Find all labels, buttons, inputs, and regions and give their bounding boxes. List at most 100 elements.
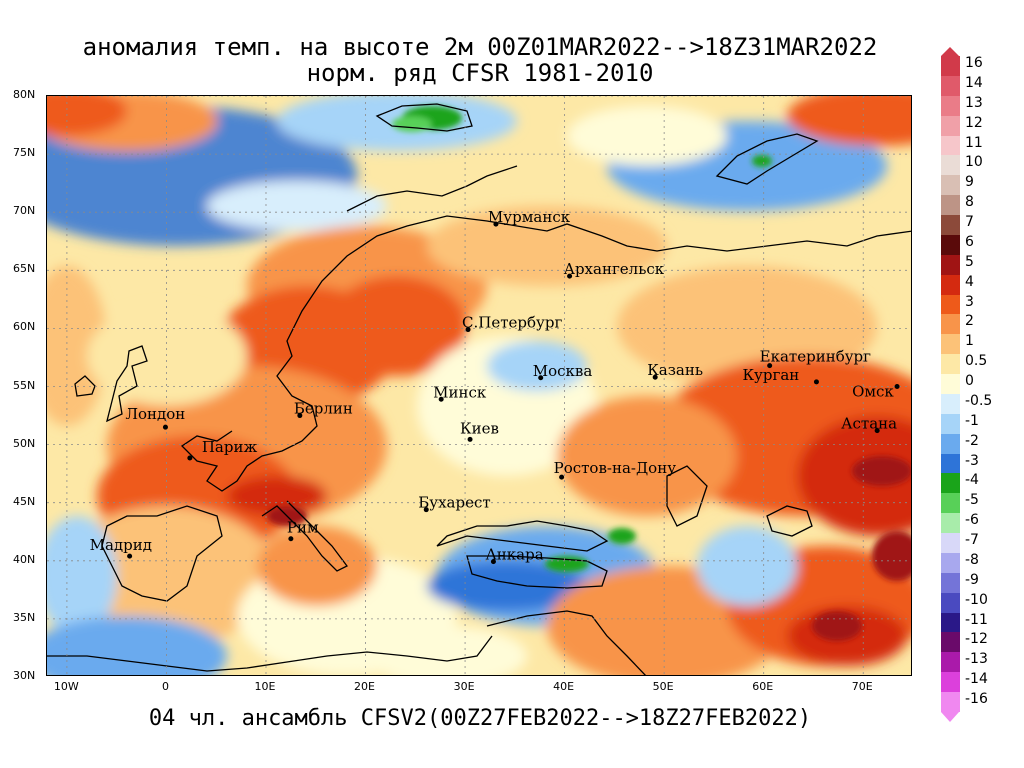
latitude-tick-label: 65N [13,262,36,276]
legend-swatch [941,652,960,673]
city-label: Анкара [485,546,543,564]
city-marker: Курган [742,366,819,385]
legend-swatch [941,592,960,614]
city-label: Астана [841,415,897,433]
city-dot [559,474,565,480]
city-marker: Ростов-на-Дону [554,459,676,480]
legend-label: 5 [965,253,974,270]
city-label: Киев [460,419,499,437]
legend-swatch [941,56,960,77]
legend-swatch [941,294,960,315]
legend-swatch [941,175,960,196]
legend-label: -1 [965,412,979,429]
longitude-tick-label: 20E [354,680,375,693]
latitude-tick-label: 75N [13,146,36,160]
longitude-tick-label: 70E [851,680,873,693]
city-marker: Казань [647,361,703,380]
legend-swatch [941,115,960,136]
legend-swatch [941,453,960,474]
legend-label: 10 [965,154,983,171]
city-label: Омск [852,383,894,401]
legend-label: -4 [965,472,979,489]
legend-label: -14 [965,671,988,688]
map-title: аномалия темп. на высоте 2м 00Z01MAR2022… [82,33,878,61]
legend-label: -0.5 [965,392,993,409]
legend-label: -10 [965,591,988,608]
anomaly-field [47,96,911,675]
latitude-tick-label: 70N [13,204,36,218]
legend-swatch [941,334,960,355]
legend-label: -7 [965,532,979,549]
city-marker: Архангельск [564,260,665,279]
city-label: Архангельск [564,260,665,278]
city-marker: Бухарест [418,494,491,513]
latitude-tick-label: 55N [13,378,36,392]
city-marker: Берлин [294,400,353,419]
legend-swatch [941,374,960,395]
city-marker: Анкара [485,546,544,565]
city-dot [297,413,303,419]
city-dot [567,273,573,279]
legend-swatch [941,513,960,534]
longitude-tick-label: 50E [652,680,674,693]
city-dot [538,375,544,381]
legend-swatch [941,433,960,455]
city-marker: Минск [433,383,487,402]
city-marker: Рим [287,519,319,542]
legend-label: -2 [965,432,979,449]
latitude-tick-label: 60N [13,320,36,334]
legend-swatch [941,195,960,216]
city-label: Бухарест [418,494,490,512]
legend-label: 8 [965,194,974,211]
anomaly-map[interactable]: Мурманск Архангельск С.Петербург Москва Каза… [46,95,912,676]
legend-label: -9 [965,571,979,588]
city-dot [162,424,168,430]
latitude-tick-label: 40N [13,552,36,566]
legend-swatch [941,314,960,335]
city-dot [187,455,193,461]
map-subtitle: норм. ряд CFSR 1981-2010 [306,59,654,87]
legend-swatch [941,493,960,514]
city-dot [767,363,773,369]
city-dot [813,379,819,385]
legend-arrow-top [941,47,959,56]
legend-arrow-bottom [941,712,959,722]
legend-label: 0.5 [965,353,988,370]
legend-swatch [941,612,960,633]
city-dot [423,507,429,513]
legend-swatch [941,393,960,415]
graticule [47,96,911,675]
city-markers: Мурманск Архангельск С.Петербург Москва Каза… [90,208,900,565]
city-marker: Мадрид [90,536,152,559]
legend-swatch [941,632,960,653]
latitude-tick-label: 30N [13,669,36,682]
city-dot [894,384,900,389]
legend-label: 2 [965,313,974,330]
legend-swatch [941,75,960,97]
city-dot [467,436,473,442]
latitude-tick-label: 50N [13,436,36,450]
city-marker: С.Петербург [462,314,562,333]
legend-swatch [941,552,960,574]
legend-label: -6 [965,512,979,529]
legend-swatch [941,215,960,236]
city-label: Казань [647,361,703,379]
legend-label: 0 [965,373,974,390]
legend-swatch [941,572,960,594]
legend-swatch [941,413,960,435]
longitude-tick-label: 10W [53,680,79,693]
city-marker: Омск [852,383,900,401]
legend-swatch [941,672,960,693]
legend-label: 13 [965,94,983,111]
longitude-tick-label: 30E [453,680,475,693]
legend-label: 7 [965,214,974,231]
city-dot [465,327,471,333]
city-label: Париж [202,438,258,456]
legend-label: -13 [965,651,988,668]
legend-label: -16 [965,691,988,708]
legend-label: 12 [965,114,983,131]
city-dot [493,221,499,227]
longitude-tick-label: 10E [254,680,276,693]
legend-swatch [941,274,960,296]
legend-label: 6 [965,233,974,250]
